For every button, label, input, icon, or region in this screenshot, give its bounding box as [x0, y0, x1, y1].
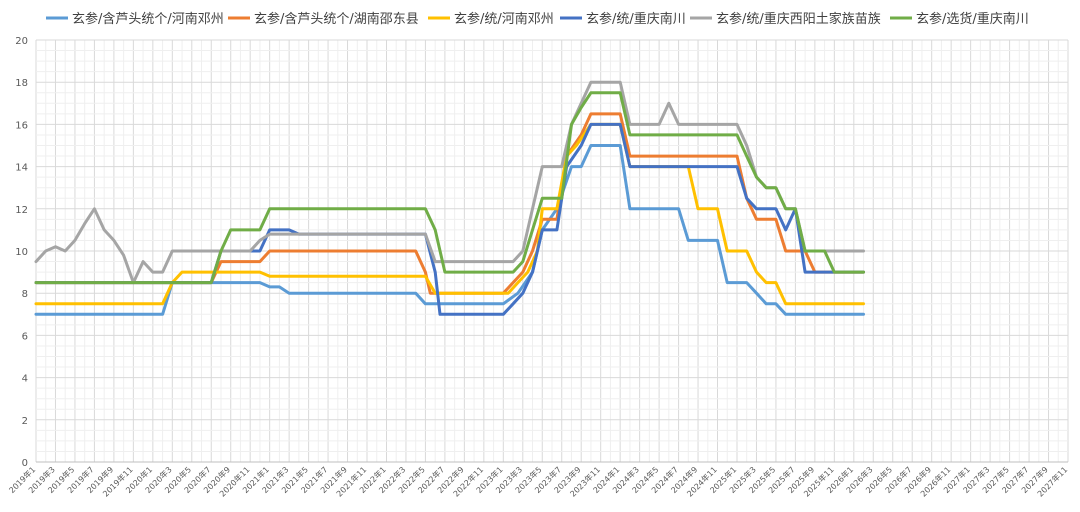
- chart-grid: [35, 39, 1069, 463]
- y-tick-label: 8: [22, 289, 28, 300]
- legend-label-4: 玄参/统/重庆南川: [586, 11, 686, 27]
- y-axis-tick-labels: 0 2 4 6 8 10 12 14 16 18 20: [15, 36, 28, 469]
- y-tick-label: 4: [22, 374, 28, 385]
- series-line-6: [34, 91, 865, 285]
- legend-label-5: 玄参/统/重庆西阳土家族苗族: [716, 11, 881, 27]
- y-tick-label: 14: [15, 163, 28, 174]
- x-axis-tick-labels: 2019年12019年32019年52019年72019年92019年11202…: [7, 464, 1070, 498]
- legend-label-3: 玄参/统/河南邓州: [454, 11, 554, 27]
- legend-label-6: 玄参/选货/重庆南川: [916, 11, 1029, 27]
- y-tick-label: 0: [22, 458, 28, 469]
- y-tick-label: 18: [15, 78, 28, 89]
- series-line-5: [34, 80, 865, 285]
- series-line-3: [34, 122, 865, 306]
- y-tick-label: 20: [15, 36, 28, 47]
- y-tick-label: 10: [15, 247, 28, 258]
- series-line-4: [34, 122, 865, 316]
- series-line-2: [34, 112, 865, 295]
- y-tick-label: 16: [15, 120, 28, 131]
- y-tick-label: 12: [15, 205, 28, 216]
- series-line-1: [34, 144, 865, 316]
- legend-label-1: 玄参/含芦头统个/河南邓州: [72, 11, 224, 27]
- legend: 玄参/含芦头统个/河南邓州 玄参/含芦头统个/湖南邵东县 玄参/统/河南邓州 玄参/统…: [46, 11, 1029, 27]
- y-tick-label: 6: [22, 331, 28, 342]
- legend-label-2: 玄参/含芦头统个/湖南邵东县: [254, 11, 419, 27]
- series-lines: [34, 80, 865, 316]
- y-tick-label: 2: [22, 416, 28, 427]
